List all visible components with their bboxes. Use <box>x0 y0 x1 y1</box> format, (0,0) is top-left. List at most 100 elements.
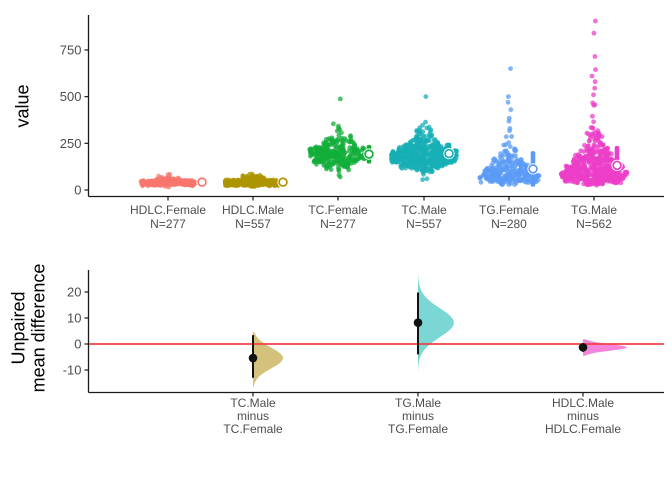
data-point <box>317 159 323 165</box>
data-point <box>408 161 413 167</box>
data-point <box>489 175 495 181</box>
data-point <box>330 153 336 159</box>
data-point <box>346 148 352 154</box>
mean-marker-circle <box>612 160 622 171</box>
data-point <box>588 125 594 130</box>
data-point <box>177 177 182 183</box>
data-point <box>309 150 315 156</box>
data-point <box>505 99 511 105</box>
data-point <box>415 133 420 139</box>
data-point <box>584 130 590 136</box>
data-point <box>523 164 529 170</box>
data-point <box>501 175 506 181</box>
data-point <box>156 182 162 188</box>
data-point <box>604 170 609 176</box>
data-point <box>237 178 243 184</box>
data-point <box>435 141 441 147</box>
data-point <box>503 164 509 170</box>
data-point <box>603 163 608 168</box>
data-point <box>336 144 342 150</box>
data-point <box>597 156 603 162</box>
data-point <box>592 85 598 91</box>
data-point <box>424 176 430 182</box>
data-point <box>605 152 611 158</box>
data-point <box>508 66 513 71</box>
data-point <box>525 176 531 182</box>
comparison-label-line: minus <box>237 409 269 423</box>
bottom-y-tick-label: 0 <box>74 337 81 352</box>
data-point <box>572 171 578 177</box>
data-point <box>334 153 340 159</box>
data-point <box>425 153 431 159</box>
data-point <box>174 181 180 187</box>
data-point <box>584 175 589 181</box>
data-point <box>512 148 517 154</box>
data-point <box>526 173 532 178</box>
data-point <box>398 163 404 169</box>
data-point <box>499 182 505 188</box>
data-point <box>360 147 365 153</box>
group-n-label: N=557 <box>406 217 442 231</box>
data-point <box>336 165 341 171</box>
data-point <box>506 159 512 165</box>
data-point <box>395 151 400 156</box>
data-point <box>341 147 347 153</box>
data-point <box>521 175 527 181</box>
data-point <box>576 174 582 180</box>
comparison-label-line: minus <box>567 409 599 423</box>
data-point <box>418 136 424 142</box>
swarm-group-TG.Female <box>477 66 542 188</box>
comparison-label-line: TC.Male <box>230 396 276 410</box>
data-point <box>496 162 502 168</box>
data-point <box>499 166 504 172</box>
data-point <box>341 153 347 159</box>
data-point <box>506 94 511 99</box>
data-point <box>403 142 408 148</box>
data-point <box>408 144 414 149</box>
data-point <box>511 171 516 176</box>
data-point <box>414 139 420 144</box>
data-point <box>149 179 155 184</box>
data-point <box>332 142 337 148</box>
data-point <box>427 169 432 175</box>
data-point <box>253 174 259 179</box>
data-point <box>592 79 598 85</box>
data-point <box>594 168 600 174</box>
mean-difference-dot <box>413 318 423 327</box>
data-point <box>357 154 363 160</box>
data-point <box>590 145 595 151</box>
data-point <box>573 165 578 171</box>
data-point <box>437 145 443 151</box>
data-point <box>431 137 437 143</box>
data-point <box>415 159 420 164</box>
data-point <box>569 175 575 181</box>
data-point <box>422 133 428 139</box>
mean-marker-circle <box>278 177 288 187</box>
mean-marker-circle <box>197 177 207 187</box>
data-point <box>599 134 605 140</box>
data-point <box>507 173 512 178</box>
data-point <box>418 131 424 137</box>
data-point <box>233 182 239 187</box>
data-point <box>258 177 264 182</box>
data-point <box>436 152 441 158</box>
comparison-label-line: TC.Female <box>223 422 283 436</box>
data-point <box>244 178 249 184</box>
data-point <box>404 160 410 166</box>
data-point <box>494 170 499 176</box>
data-point <box>507 128 512 134</box>
data-point <box>140 178 146 183</box>
swarm-group-TG.Male <box>558 18 630 188</box>
data-point <box>347 139 353 145</box>
data-point <box>230 177 236 183</box>
data-point <box>252 178 258 184</box>
data-point <box>392 156 398 162</box>
data-point <box>419 167 425 173</box>
bottom-y-tick-label: 20 <box>67 285 81 300</box>
data-point <box>508 107 514 113</box>
data-point <box>339 130 344 136</box>
data-point <box>241 174 246 180</box>
data-point <box>512 179 518 184</box>
data-point <box>519 158 524 164</box>
data-point <box>591 132 596 138</box>
